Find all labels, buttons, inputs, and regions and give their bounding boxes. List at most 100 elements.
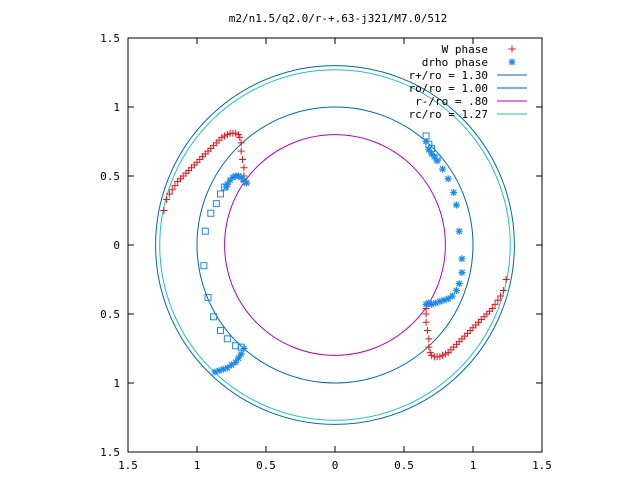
point-0-4	[171, 182, 179, 190]
point-0-37	[497, 292, 505, 300]
point-1-33	[444, 295, 452, 303]
point-0-64	[425, 343, 433, 351]
y-tick-label-2: 0.5	[100, 170, 120, 183]
point-1-20	[428, 150, 436, 158]
point-1-36	[432, 299, 440, 307]
legend-label-3: ro/ro = 1.00	[409, 82, 488, 95]
legend-label-5: rc/ro = 1.27	[409, 108, 488, 121]
legend-marker-sample-1	[508, 58, 516, 66]
point-2-7	[210, 313, 218, 321]
point-1-28	[458, 255, 466, 263]
point-1-10	[237, 350, 245, 358]
point-1-4	[232, 172, 240, 180]
y-tick-label-1: 1	[113, 101, 120, 114]
point-1-6	[226, 176, 234, 184]
point-2-15	[433, 154, 441, 162]
circle-2-r-ro-80	[224, 134, 446, 356]
circle-3-rc-ro-1-27	[159, 69, 511, 421]
point-2-3	[207, 209, 215, 217]
data-series	[160, 129, 510, 376]
point-0-32	[240, 164, 248, 172]
point-1-13	[228, 361, 235, 369]
point-1-16	[215, 367, 223, 375]
point-2-4	[201, 227, 209, 235]
point-2-2	[212, 200, 220, 208]
point-2-0	[221, 183, 229, 191]
point-0-39	[491, 300, 499, 308]
point-1-29	[458, 269, 466, 277]
point-2-12	[422, 132, 430, 140]
legend-label-4: r-/ro = .80	[415, 95, 488, 108]
point-0-30	[237, 147, 245, 155]
point-1-11	[234, 354, 242, 362]
point-2-9	[223, 335, 231, 343]
point-0-0	[160, 207, 168, 214]
legend-marker-sample-0	[508, 45, 516, 53]
point-1-2	[237, 173, 245, 181]
series-1-star	[211, 138, 466, 376]
point-0-66	[423, 327, 431, 335]
x-tick-label-4: 0.5	[394, 459, 414, 472]
legend-label-1: drho phase	[422, 56, 488, 69]
series-0-plus	[160, 129, 510, 361]
y-tick-label-5: 1	[113, 377, 120, 390]
point-1-23	[439, 165, 447, 173]
point-0-28	[236, 133, 244, 141]
circle-1-ro-ro-1-00	[196, 106, 474, 384]
point-0-38	[494, 296, 502, 304]
axes: 1.5 1 0.5 0 0.5 1 1.51.510.500.511.5	[100, 32, 552, 472]
reference-circles	[155, 65, 515, 425]
point-1-17	[211, 368, 219, 376]
point-1-25	[450, 189, 458, 197]
point-2-14	[428, 144, 436, 152]
point-1-14	[223, 364, 231, 372]
point-1-30	[455, 280, 463, 288]
x-tick-label-0: 1.5	[118, 459, 138, 472]
x-tick-label-5: 1	[470, 459, 477, 472]
point-1-1	[240, 176, 248, 184]
point-2-1	[216, 190, 224, 198]
point-1-35	[436, 298, 444, 306]
y-tick-label-0: 1.5	[100, 32, 120, 45]
point-1-8	[222, 183, 230, 191]
series-2-square	[200, 132, 441, 351]
point-0-31	[239, 155, 247, 163]
point-1-5	[229, 173, 237, 181]
y-tick-label-6: 1.5	[100, 446, 120, 459]
point-1-34	[440, 296, 448, 304]
point-2-11	[237, 343, 245, 351]
legend-label-0: W phase	[442, 43, 488, 56]
x-tick-label-3: 0	[332, 459, 339, 472]
y-tick-label-4: 0.5	[100, 308, 120, 321]
point-0-65	[425, 335, 433, 343]
point-1-31	[452, 287, 460, 295]
chart-title: m2/n1.5/q2.0/r-+.63-j321/M7.0/512	[229, 12, 448, 25]
point-0-29	[237, 139, 245, 147]
point-1-24	[444, 175, 452, 183]
point-1-39	[422, 300, 430, 308]
legend-label-2: r+/ro = 1.30	[409, 69, 488, 82]
point-1-32	[448, 292, 456, 300]
point-1-15	[219, 365, 227, 373]
point-0-36	[499, 287, 507, 295]
point-0-67	[422, 318, 430, 326]
point-1-37	[428, 300, 436, 308]
x-tick-label-6: 1.5	[532, 459, 552, 472]
point-2-5	[200, 262, 208, 270]
point-0-35	[502, 276, 510, 283]
point-1-12	[232, 358, 240, 366]
y-tick-label-3: 0	[113, 239, 120, 252]
point-2-6	[204, 293, 212, 301]
point-1-26	[452, 201, 460, 209]
point-1-27	[455, 227, 463, 235]
circle-0-r-ro-1-30	[155, 65, 515, 425]
point-0-3	[168, 186, 176, 194]
x-tick-label-1: 1	[194, 459, 201, 472]
point-2-8	[216, 327, 224, 335]
point-0-1	[163, 195, 171, 203]
x-tick-label-2: 0.5	[256, 459, 276, 472]
point-1-38	[425, 299, 433, 307]
point-0-63	[426, 349, 434, 357]
